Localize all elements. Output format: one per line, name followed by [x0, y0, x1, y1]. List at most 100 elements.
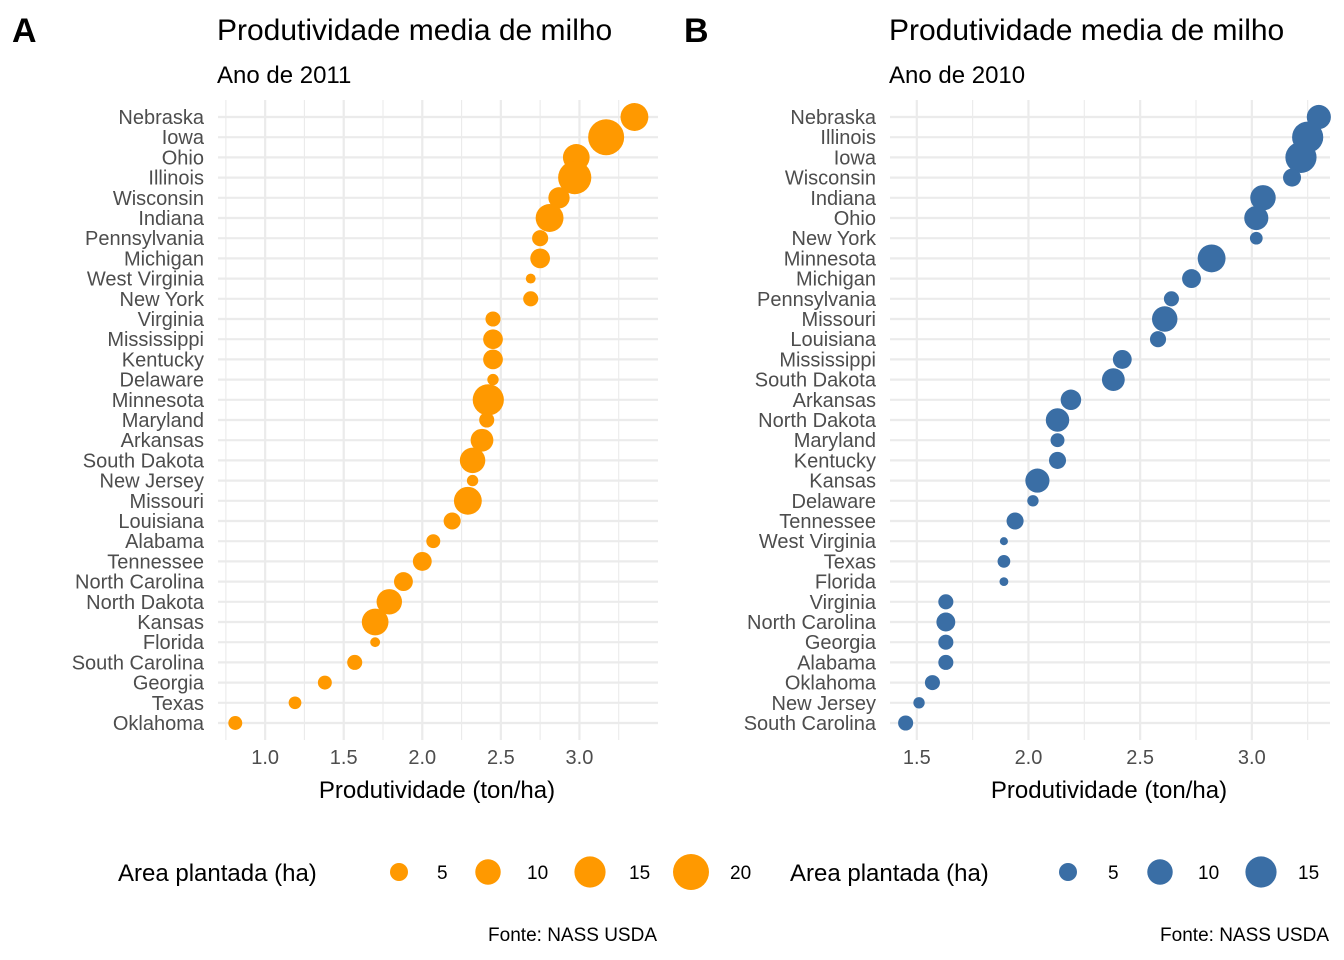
- legend-bubble: [390, 863, 408, 881]
- data-point: [479, 412, 495, 428]
- y-tick-label: Maryland: [122, 410, 204, 432]
- y-tick-label: West Virginia: [759, 531, 877, 553]
- y-tick-label: Louisiana: [118, 511, 205, 533]
- y-tick-label: Michigan: [796, 269, 876, 291]
- y-tick-label: Mississippi: [779, 349, 876, 371]
- data-point: [470, 428, 494, 452]
- legend-bubble: [1059, 863, 1077, 881]
- data-point: [1149, 331, 1167, 348]
- y-tick-label: Pennsylvania: [757, 289, 877, 311]
- data-point: [1112, 349, 1132, 369]
- y-tick-label: Georgia: [805, 632, 877, 654]
- data-point: [938, 654, 954, 670]
- legend-title: Area plantada (ha): [118, 860, 317, 887]
- data-point: [1050, 433, 1065, 448]
- y-tick-label: Tennessee: [779, 511, 876, 533]
- y-tick-label: Alabama: [797, 652, 877, 674]
- data-point: [588, 119, 625, 156]
- data-point: [1249, 231, 1263, 245]
- x-tick-label: 3.0: [566, 747, 594, 769]
- data-point: [483, 329, 503, 350]
- data-point: [459, 447, 486, 474]
- x-tick-label: 1.0: [251, 747, 279, 769]
- data-point: [938, 594, 954, 610]
- y-tick-label: Nebraska: [118, 107, 204, 129]
- y-tick-label: Texas: [152, 693, 204, 715]
- legend-label: 5: [437, 863, 448, 884]
- legend-bubble: [475, 859, 501, 885]
- y-tick-label: Oklahoma: [785, 673, 877, 695]
- y-tick-label: Kansas: [137, 612, 204, 634]
- legend-bubble: [1245, 856, 1277, 888]
- y-tick-label: Alabama: [125, 531, 205, 553]
- y-tick-label: Kentucky: [794, 450, 876, 472]
- y-tick-label: Kentucky: [122, 349, 204, 371]
- y-tick-label: Delaware: [792, 491, 876, 513]
- y-tick-label: Ohio: [162, 147, 204, 169]
- x-tick-label: 3.0: [1238, 747, 1266, 769]
- y-tick-label: Minnesota: [112, 390, 205, 412]
- data-point: [485, 311, 501, 327]
- data-point: [443, 512, 461, 530]
- y-tick-label: Texas: [824, 551, 876, 573]
- data-point: [393, 572, 413, 592]
- legend-label: 20: [730, 863, 751, 884]
- data-point: [1283, 168, 1302, 187]
- chart-subtitle: Ano de 2010: [889, 62, 1025, 89]
- y-tick-label: North Carolina: [75, 572, 205, 594]
- data-point: [466, 474, 479, 487]
- data-point: [1285, 141, 1317, 173]
- panel-tag: A: [12, 12, 37, 50]
- y-tick-label: Pennsylvania: [85, 228, 205, 250]
- y-tick-label: Minnesota: [784, 248, 877, 270]
- data-point: [535, 204, 564, 232]
- y-tick-label: New York: [120, 289, 205, 311]
- data-point: [924, 675, 940, 691]
- x-axis-title: Produtividade (ton/ha): [991, 777, 1227, 804]
- legend-label: 15: [1298, 863, 1319, 884]
- x-axis-title: Produtividade (ton/ha): [319, 777, 555, 804]
- y-tick-label: South Carolina: [72, 652, 205, 674]
- data-point: [1244, 205, 1269, 231]
- legend-label: 10: [527, 863, 548, 884]
- data-point: [913, 697, 925, 709]
- y-tick-label: Wisconsin: [785, 168, 876, 190]
- y-tick-label: New York: [792, 228, 877, 250]
- data-point: [426, 534, 441, 549]
- chart-subtitle: Ano de 2011: [217, 62, 351, 89]
- y-tick-label: New Jersey: [772, 693, 876, 715]
- data-point: [1101, 368, 1125, 391]
- y-tick-label: Michigan: [124, 248, 204, 270]
- data-point: [1151, 306, 1178, 332]
- data-point: [1060, 389, 1082, 411]
- y-tick-label: Indiana: [138, 208, 204, 230]
- chart-title: Produtividade media de milho: [217, 14, 612, 47]
- legend-label: 15: [629, 863, 650, 884]
- panel-tag: B: [684, 12, 709, 50]
- y-tick-label: Tennessee: [107, 551, 204, 573]
- data-point: [453, 486, 482, 515]
- x-tick-label: 2.5: [487, 747, 515, 769]
- y-tick-label: North Dakota: [758, 410, 877, 432]
- y-tick-label: Georgia: [133, 673, 205, 695]
- y-tick-label: Arkansas: [121, 430, 204, 452]
- legend-title: Area plantada (ha): [790, 860, 989, 887]
- data-point: [999, 537, 1008, 546]
- data-point: [228, 716, 243, 730]
- legend-label: 10: [1198, 863, 1219, 884]
- x-tick-label: 1.5: [330, 747, 358, 769]
- data-point: [523, 291, 539, 307]
- y-tick-label: Florida: [815, 572, 877, 594]
- data-point: [558, 161, 592, 195]
- data-point: [1163, 291, 1179, 307]
- data-point: [412, 551, 432, 571]
- y-tick-label: South Carolina: [744, 713, 877, 735]
- caption: Fonte: NASS USDA: [1160, 925, 1329, 946]
- data-point: [1045, 408, 1070, 432]
- y-tick-label: Virginia: [138, 309, 205, 331]
- data-point: [525, 273, 536, 284]
- data-point: [938, 634, 954, 650]
- y-tick-label: Nebraska: [790, 107, 876, 129]
